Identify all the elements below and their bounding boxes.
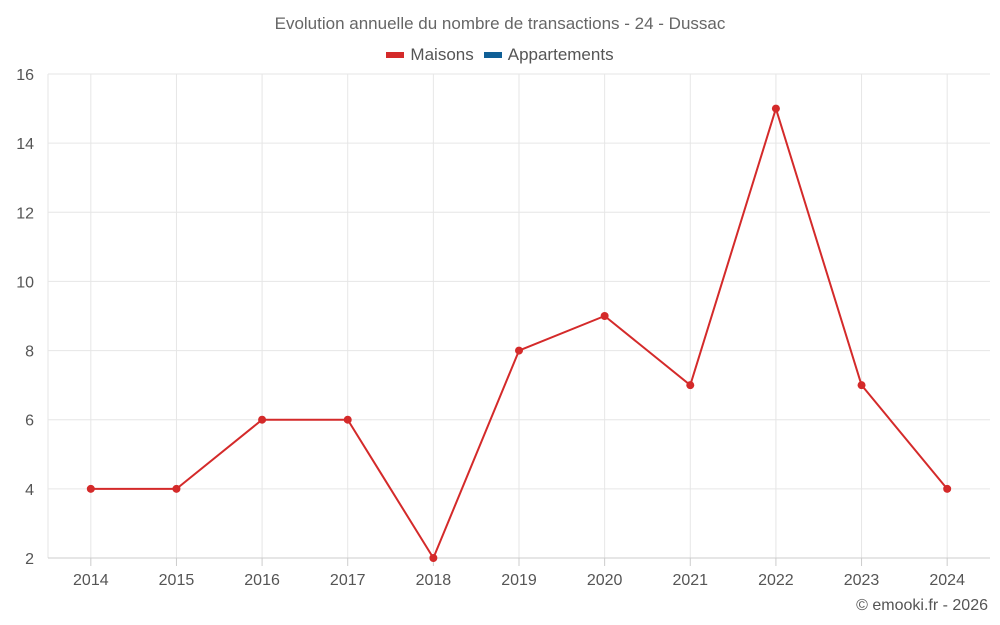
data-point-maisons xyxy=(943,484,952,493)
legend-label-appartements: Appartements xyxy=(507,45,614,64)
y-tick-label: 14 xyxy=(16,136,34,153)
legend-item-appartements[interactable]: Appartements xyxy=(483,45,614,65)
data-point-maisons xyxy=(172,484,181,493)
data-point-maisons xyxy=(515,346,523,355)
legend-label-maisons: Maisons xyxy=(410,45,474,64)
data-point-maisons xyxy=(429,554,438,562)
x-tick-label: 2014 xyxy=(73,572,109,589)
x-tick-label: 2016 xyxy=(244,572,280,589)
y-tick-label: 12 xyxy=(16,205,34,222)
x-tick-label: 2018 xyxy=(416,572,452,589)
x-tick-label: 2019 xyxy=(501,572,537,589)
credits[interactable]: © emooki.fr - 2026 xyxy=(856,597,988,614)
data-point-maisons xyxy=(343,415,352,424)
y-tick-label: 8 xyxy=(25,344,34,361)
data-point-maisons xyxy=(600,312,609,320)
legend-item-maisons[interactable]: Maisons xyxy=(386,45,474,65)
x-tick-label: 2024 xyxy=(929,572,965,589)
y-tick-label: 6 xyxy=(25,413,34,430)
y-tick-label: 16 xyxy=(16,67,34,84)
data-point-maisons xyxy=(686,381,695,390)
data-point-maisons xyxy=(258,415,267,424)
chart-title: Evolution annuelle du nombre de transact… xyxy=(274,14,726,33)
x-tick-label: 2020 xyxy=(587,572,623,589)
y-tick-label: 4 xyxy=(25,482,34,499)
data-point-maisons xyxy=(771,104,780,113)
legend-swatch-maisons xyxy=(386,52,405,58)
legend-swatch-appartements xyxy=(483,52,502,58)
y-tick-label: 10 xyxy=(16,274,34,291)
x-tick-label: 2022 xyxy=(758,572,794,589)
legend: Maisons Appartements xyxy=(0,45,1000,65)
data-point-maisons xyxy=(86,484,95,493)
x-tick-label: 2023 xyxy=(844,572,880,589)
data-point-maisons xyxy=(857,381,866,390)
x-tick-label: 2017 xyxy=(330,572,366,589)
y-tick-label: 2 xyxy=(25,551,34,568)
x-tick-label: 2015 xyxy=(159,572,195,589)
x-tick-label: 2021 xyxy=(672,572,708,589)
